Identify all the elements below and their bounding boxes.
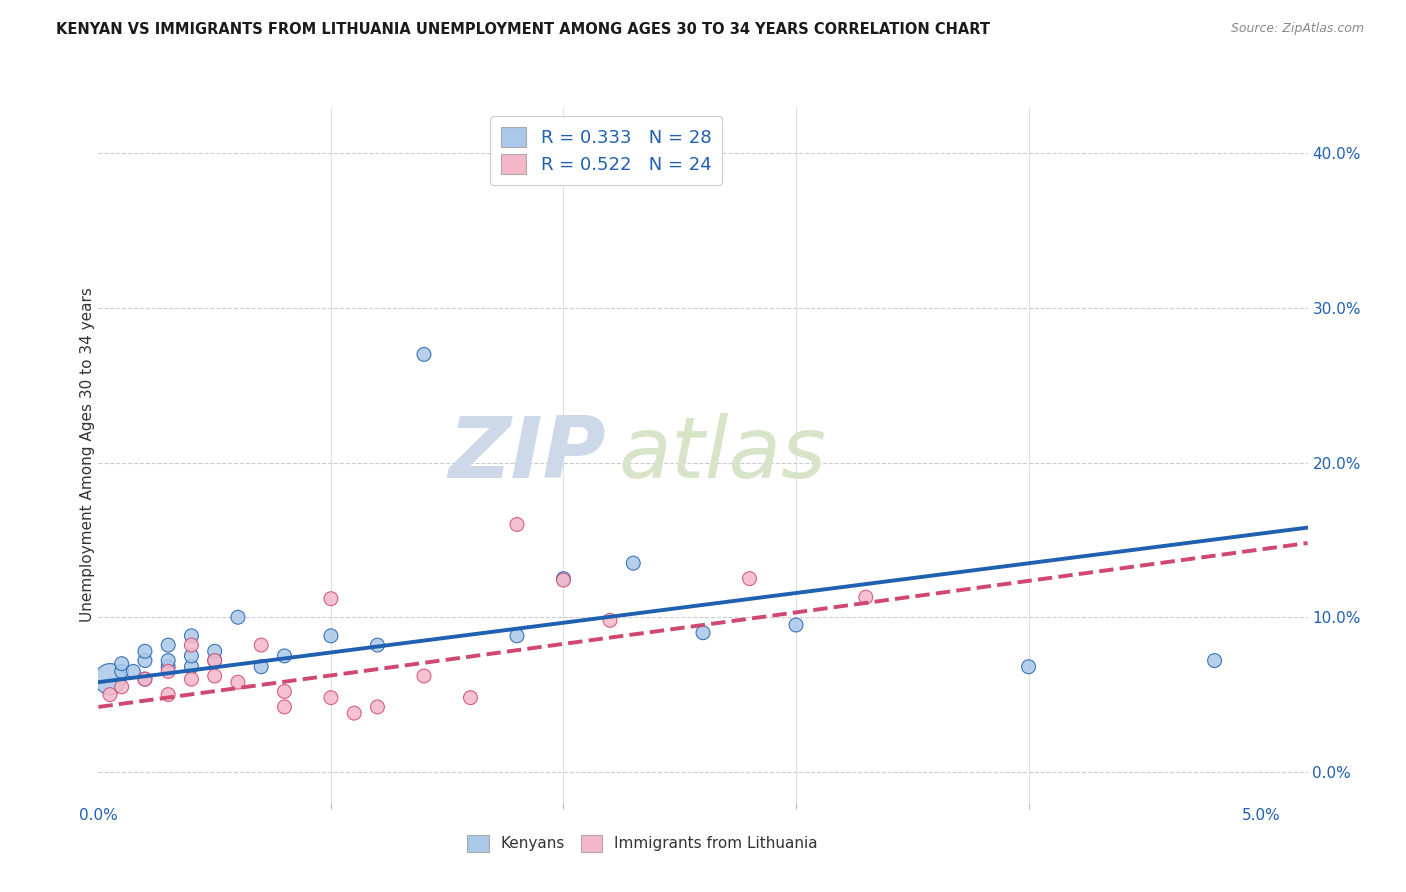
Point [506, 517, 529, 532]
Point [134, 644, 156, 658]
Point [157, 688, 180, 702]
Point [180, 638, 202, 652]
Point [506, 629, 529, 643]
Point [692, 625, 714, 640]
Point [180, 648, 202, 663]
Text: KENYAN VS IMMIGRANTS FROM LITHUANIA UNEMPLOYMENT AMONG AGES 30 TO 34 YEARS CORRE: KENYAN VS IMMIGRANTS FROM LITHUANIA UNEM… [56, 22, 990, 37]
Point [157, 659, 180, 673]
Point [98, 672, 121, 686]
Point [134, 672, 156, 686]
Point [226, 675, 249, 690]
Point [1018, 659, 1040, 673]
Point [785, 618, 807, 632]
Point [134, 672, 156, 686]
Text: atlas: atlas [619, 413, 827, 497]
Text: ZIP: ZIP [449, 413, 606, 497]
Point [204, 654, 226, 668]
Point [599, 613, 621, 627]
Point [122, 665, 145, 679]
Point [180, 672, 202, 686]
Point [855, 590, 877, 604]
Point [319, 690, 342, 705]
Point [250, 659, 273, 673]
Point [319, 629, 342, 643]
Point [553, 573, 575, 587]
Point [157, 665, 180, 679]
Point [366, 638, 388, 652]
Point [111, 665, 134, 679]
Point [204, 654, 226, 668]
Point [273, 648, 295, 663]
Point [273, 700, 295, 714]
Text: Source: ZipAtlas.com: Source: ZipAtlas.com [1230, 22, 1364, 36]
Point [366, 700, 388, 714]
Point [273, 684, 295, 698]
Point [738, 572, 761, 586]
Point [204, 644, 226, 658]
Point [250, 638, 273, 652]
Point [226, 610, 249, 624]
Point [1204, 654, 1226, 668]
Point [204, 669, 226, 683]
Point [180, 659, 202, 673]
Point [413, 669, 436, 683]
Y-axis label: Unemployment Among Ages 30 to 34 years: Unemployment Among Ages 30 to 34 years [80, 287, 94, 623]
Point [621, 556, 644, 570]
Point [98, 688, 121, 702]
Point [157, 638, 180, 652]
Point [180, 629, 202, 643]
Point [134, 654, 156, 668]
Point [111, 657, 134, 671]
Point [319, 591, 342, 606]
Point [343, 706, 366, 720]
Point [157, 654, 180, 668]
Point [460, 690, 482, 705]
Point [413, 347, 436, 361]
Legend: Kenyans, Immigrants from Lithuania: Kenyans, Immigrants from Lithuania [461, 829, 824, 858]
Point [553, 572, 575, 586]
Point [111, 680, 134, 694]
